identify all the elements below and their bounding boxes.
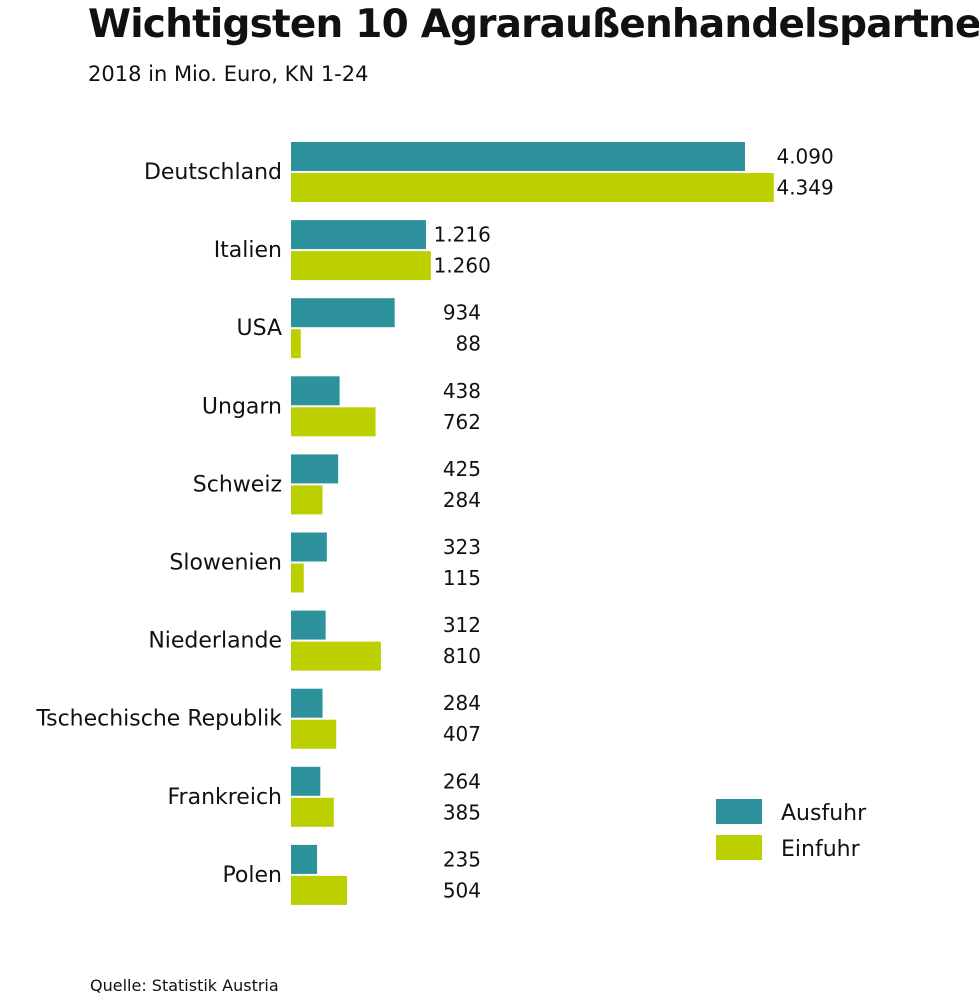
import-bar (291, 875, 347, 905)
import-value-label: 407 (443, 722, 481, 746)
export-value-label: 1.216 (434, 223, 491, 247)
chart-subtitle: 2018 in Mio. Euro, KN 1-24 (88, 62, 369, 86)
category-label: Polen (222, 863, 282, 888)
bar-chart: Deutschland 4.090 4.349 Italien 1.216 1.260 US… (35, 142, 867, 905)
legend-swatch-import (716, 835, 762, 860)
export-bar (291, 376, 340, 406)
import-bar (291, 563, 304, 593)
import-bar (291, 719, 337, 749)
import-value-label: 88 (456, 332, 481, 356)
category-label: Schweiz (193, 472, 282, 497)
export-bar (291, 220, 426, 250)
export-value-label: 4.090 (776, 145, 833, 169)
import-value-label: 810 (443, 644, 481, 668)
import-value-label: 1.260 (434, 254, 491, 278)
export-value-label: 264 (443, 769, 481, 793)
export-bar (291, 298, 395, 328)
import-value-label: 115 (443, 566, 481, 590)
export-bar (291, 532, 327, 562)
import-bar (291, 407, 376, 437)
category-label: Tschechische Republik (35, 707, 282, 732)
import-value-label: 4.349 (776, 176, 833, 200)
import-bar (291, 797, 334, 827)
category-label: Ungarn (202, 394, 282, 419)
legend: Ausfuhr Einfuhr (716, 799, 867, 862)
export-value-label: 934 (443, 301, 481, 325)
labels-layer: Deutschland 4.090 4.349 Italien 1.216 1.260 US… (35, 145, 833, 903)
export-bar (291, 454, 339, 484)
category-label: Frankreich (167, 785, 282, 810)
export-value-label: 312 (443, 613, 481, 637)
export-bar (291, 688, 323, 718)
export-value-label: 284 (443, 691, 481, 715)
legend-label-import: Einfuhr (781, 837, 861, 862)
category-label: Niederlande (148, 629, 282, 654)
category-label: USA (236, 316, 282, 341)
import-value-label: 504 (443, 878, 481, 902)
export-bar (291, 766, 321, 796)
import-bar (291, 173, 774, 202)
export-value-label: 425 (443, 457, 481, 481)
export-value-label: 323 (443, 535, 481, 559)
import-bar (291, 485, 323, 515)
export-bar (291, 610, 326, 640)
export-bar (291, 142, 745, 171)
chart-title: Wichtigsten 10 Agraraußenhandelspartner (88, 2, 979, 47)
export-value-label: 235 (443, 847, 481, 871)
category-label: Deutschland (144, 160, 282, 185)
import-value-label: 762 (443, 410, 481, 434)
export-bar (291, 844, 318, 874)
import-bar (291, 329, 301, 359)
source-note: Quelle: Statistik Austria (90, 976, 279, 995)
bars-layer (291, 142, 774, 905)
category-label: Italien (214, 238, 282, 263)
import-value-label: 284 (443, 488, 481, 512)
category-label: Slowenien (169, 551, 282, 576)
export-value-label: 438 (443, 379, 481, 403)
import-value-label: 385 (443, 800, 481, 824)
legend-label-export: Ausfuhr (781, 801, 867, 826)
import-bar (291, 251, 431, 281)
import-bar (291, 641, 381, 671)
legend-swatch-export (716, 799, 762, 824)
